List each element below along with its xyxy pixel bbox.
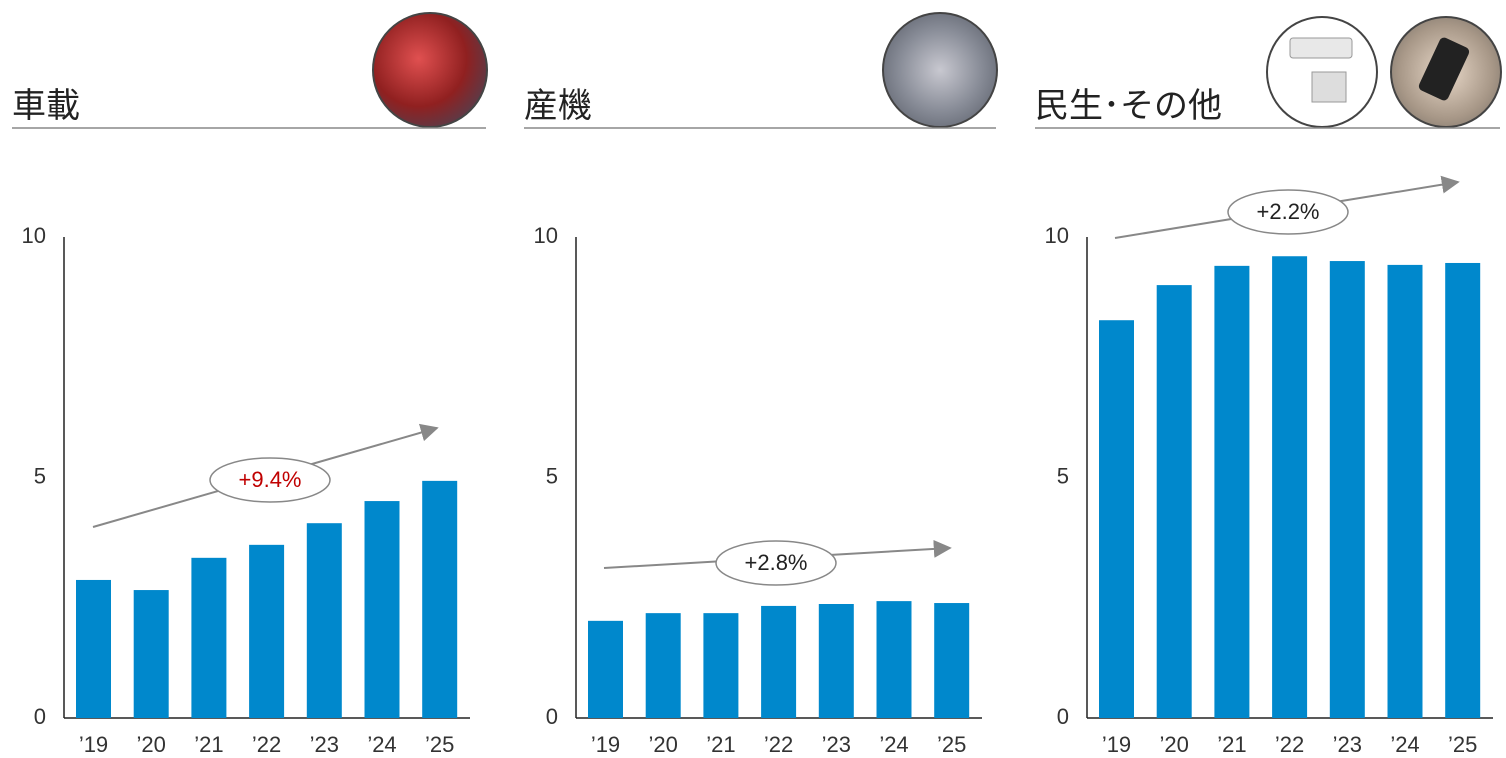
x-tick-label: ’24 [367, 732, 396, 757]
bar [76, 579, 111, 718]
bar [588, 620, 623, 718]
bar [1387, 264, 1423, 718]
bar [1272, 256, 1308, 718]
x-tick-label: ’22 [252, 732, 281, 757]
photos [372, 12, 1502, 128]
x-tick-label: ’25 [937, 732, 966, 757]
y-tick-label: 0 [34, 704, 46, 729]
bar [191, 557, 227, 718]
x-tick-label: ’20 [1160, 732, 1189, 757]
photo-robot [882, 12, 998, 128]
aircon-unit [1289, 37, 1353, 59]
x-tick-label: ’23 [822, 732, 851, 757]
y-tick-label: 10 [22, 223, 46, 248]
bar [1099, 320, 1134, 718]
panel-title: 産機 [524, 87, 592, 125]
y-tick-label: 10 [534, 223, 558, 248]
bar [703, 613, 739, 718]
bar [249, 544, 285, 718]
y-tick-label: 5 [34, 463, 46, 488]
bar [1445, 262, 1481, 718]
x-tick-label: ’20 [137, 732, 166, 757]
x-tick-label: ’20 [649, 732, 678, 757]
y-tick-label: 5 [1057, 463, 1069, 488]
annotation: +2.8% [745, 550, 808, 575]
x-tick-label: ’23 [1333, 732, 1362, 757]
bar [934, 603, 970, 718]
y-tick-label: 5 [546, 463, 558, 488]
x-tick-label: ’22 [1275, 732, 1304, 757]
x-tick-label: ’21 [194, 732, 223, 757]
x-tick-label: ’25 [425, 732, 454, 757]
bar [1329, 261, 1365, 718]
annotation: +9.4% [239, 467, 302, 492]
annotation: +2.2% [1257, 199, 1320, 224]
photo-car [372, 12, 488, 128]
x-tick-label: ’19 [1102, 732, 1131, 757]
aircon-outdoor [1311, 71, 1347, 103]
bar [1214, 265, 1250, 718]
panel-title: 車載 [12, 87, 80, 125]
bar [645, 613, 681, 718]
bar [876, 601, 912, 718]
annotation-bubble [715, 540, 837, 586]
x-tick-label: ’24 [879, 732, 908, 757]
x-tick-label: ’19 [591, 732, 620, 757]
annotation-bubble [1227, 189, 1349, 235]
x-tick-label: ’22 [764, 732, 793, 757]
bar [1156, 285, 1192, 718]
y-tick-label: 10 [1045, 223, 1069, 248]
bar [306, 523, 342, 718]
y-tick-label: 0 [546, 704, 558, 729]
bar [364, 501, 400, 718]
x-tick-label: ’23 [310, 732, 339, 757]
x-tick-label: ’24 [1390, 732, 1419, 757]
y-tick-label: 0 [1057, 704, 1069, 729]
x-tick-label: ’19 [79, 732, 108, 757]
bar [818, 604, 854, 718]
bar [422, 480, 458, 718]
bar [133, 590, 169, 718]
panel-title: 民生･その他 [1035, 87, 1222, 125]
phone-shape [1418, 37, 1470, 101]
x-tick-label: ’25 [1448, 732, 1477, 757]
bar [761, 605, 797, 718]
x-tick-label: ’21 [1217, 732, 1246, 757]
annotation-bubble [209, 457, 331, 503]
x-tick-label: ’21 [706, 732, 735, 757]
